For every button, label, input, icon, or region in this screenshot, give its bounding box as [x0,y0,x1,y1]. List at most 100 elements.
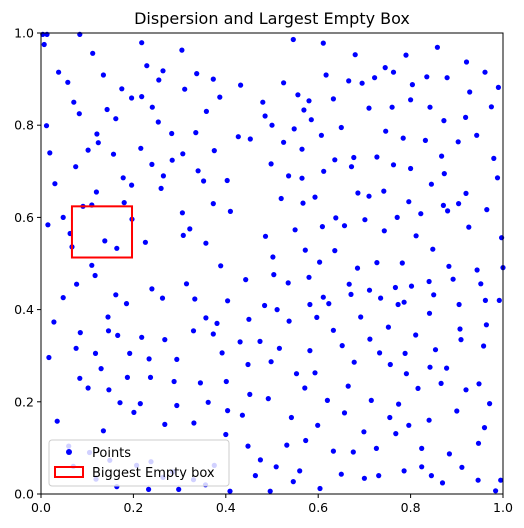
data-point [387,361,393,368]
data-point [144,63,150,69]
data-point [339,343,345,349]
data-point [245,443,251,449]
data-point [92,350,99,356]
data-point [102,238,108,244]
data-point [60,295,66,301]
data-point [268,161,274,167]
data-point [162,421,168,427]
data-point [158,185,164,191]
data-point [238,82,244,88]
data-point [223,431,229,438]
data-point [475,440,482,446]
data-point [139,94,145,100]
data-point [444,365,450,371]
data-point [418,211,424,217]
data-point [239,412,245,418]
data-point [361,475,367,481]
data-point [367,336,373,342]
data-point [374,260,380,266]
data-point [458,337,464,343]
data-point [330,327,336,333]
data-point [491,155,497,161]
data-point [403,52,409,58]
data-point [210,76,216,82]
data-point [426,310,433,316]
data-point [193,130,199,136]
data-point [51,319,57,325]
data-point [426,417,432,423]
data-point [138,145,144,151]
data-point [45,222,51,228]
data-point [73,164,79,170]
data-point [214,320,220,326]
data-point [348,164,355,170]
data-point [147,374,154,380]
data-point [345,383,351,389]
data-point [146,356,152,362]
data-point [119,86,125,92]
data-point [223,378,229,385]
data-point [498,477,504,483]
y-tick-label: 0.8 [14,118,34,133]
x-axis: 0.0 0.2 0.4 0.6 0.8 1.0 [31,494,513,515]
data-point [297,468,303,474]
data-point [454,408,460,414]
data-point [355,190,361,196]
data-point [243,277,249,283]
data-point [320,294,326,300]
data-point [286,173,292,179]
data-point [295,92,301,98]
data-point [488,104,494,110]
data-point [306,274,312,280]
data-point [52,181,58,187]
data-point [286,318,292,324]
data-point [444,75,450,81]
data-point [47,150,53,156]
x-tick-label: 0.8 [401,500,421,515]
data-point [65,79,71,85]
data-point [494,175,501,181]
y-tick-label: 0.2 [14,394,34,409]
data-point [211,148,217,154]
data-point [366,193,372,199]
data-point [321,168,327,174]
data-point [210,331,216,337]
data-point [419,464,425,470]
y-tick-label: 1.0 [14,26,34,41]
data-point [419,445,425,451]
data-point [390,69,397,75]
data-point [270,254,276,260]
data-point [478,281,484,287]
data-point [93,189,99,195]
data-point [350,449,356,455]
data-point [366,105,372,111]
data-point [428,473,434,479]
data-point [446,451,452,457]
data-point [403,371,409,377]
data-point [390,162,397,168]
data-point [312,370,318,376]
data-point [281,80,287,86]
data-point [146,486,152,492]
data-point [408,283,415,289]
data-point [137,401,143,407]
data-point [382,65,388,71]
data-point [324,397,330,403]
data-point [408,97,414,103]
data-point [262,113,268,119]
data-point [131,409,137,415]
data-point [113,292,119,298]
data-point [317,485,323,492]
data-point [269,122,275,128]
data-point [332,248,338,254]
data-point [194,71,200,77]
data-point [377,350,383,356]
data-point [431,292,437,298]
data-point [203,240,209,246]
data-point [439,153,445,159]
data-point [218,263,224,269]
y-tick-label: 0.0 [14,487,34,502]
data-point [160,173,166,179]
data-point [267,488,273,494]
data-point [415,385,421,391]
